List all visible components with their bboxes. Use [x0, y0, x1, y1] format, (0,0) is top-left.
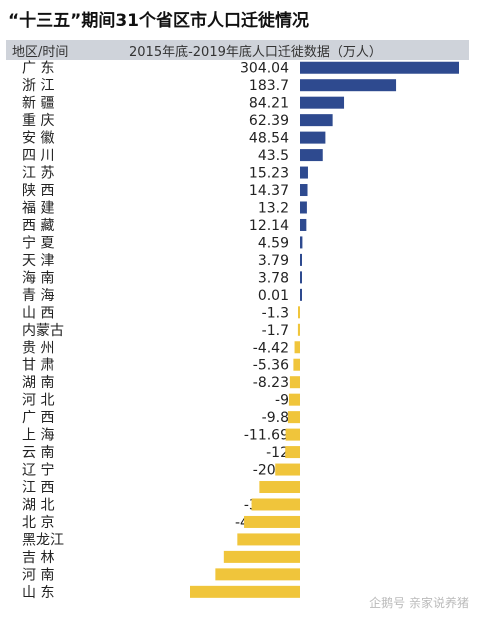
- category-label: 黑龙江: [22, 532, 64, 548]
- category-label: 江 西: [22, 480, 54, 496]
- bar: [300, 201, 307, 214]
- bar: [300, 218, 307, 231]
- category-label: 天 津: [22, 253, 54, 269]
- bar: [259, 481, 300, 494]
- value-label: 14.37: [249, 183, 289, 199]
- value-label: 43.5: [258, 148, 289, 164]
- bar: [300, 236, 303, 249]
- category-label: 陕 西: [22, 183, 54, 199]
- chart-title: “十三五”期间31个省区市人口迁徙情况: [8, 11, 310, 31]
- bar: [300, 131, 326, 144]
- category-label: 青 海: [22, 288, 54, 304]
- category-label: 北 京: [22, 515, 54, 531]
- bar: [300, 288, 302, 301]
- category-label: 广 西: [22, 410, 54, 426]
- category-label: 山 东: [22, 585, 54, 601]
- category-label: 湖 南: [22, 375, 54, 391]
- category-label: 内蒙古: [22, 323, 64, 339]
- category-label: 甘 肃: [22, 358, 54, 374]
- bar: [275, 463, 300, 476]
- category-label: 湖 北: [22, 497, 54, 513]
- value-label: -11.69: [244, 428, 289, 444]
- value-label: 4.59: [258, 235, 289, 251]
- value-label: 183.7: [249, 78, 289, 94]
- value-label: 13.2: [258, 200, 289, 216]
- category-label: 广 东: [22, 61, 54, 77]
- bar: [300, 184, 308, 197]
- bar: [285, 446, 300, 459]
- bar: [294, 341, 300, 354]
- bar: [288, 393, 300, 406]
- bar: [300, 61, 459, 74]
- value-label: -1.7: [262, 323, 289, 339]
- value-label: 48.54: [249, 131, 289, 147]
- watermark: 企鹅号 亲家说养猪: [369, 596, 469, 610]
- value-label: 62.39: [249, 113, 289, 129]
- category-label: 福 建: [22, 200, 54, 216]
- bar: [300, 79, 397, 92]
- category-label: 安 徽: [22, 131, 54, 147]
- category-label: 江 苏: [22, 166, 54, 182]
- region-column-header: 地区/时间: [12, 45, 69, 60]
- value-label: 0.01: [258, 288, 289, 304]
- value-label: -9: [275, 393, 289, 409]
- bar: [251, 498, 300, 511]
- category-label: 上 海: [22, 428, 54, 444]
- bar: [289, 376, 300, 389]
- value-label: -12: [266, 445, 289, 461]
- value-label: -9.8: [262, 410, 289, 426]
- bar: [293, 358, 300, 371]
- category-label: 河 南: [22, 567, 54, 583]
- bar: [244, 515, 300, 528]
- bar: [285, 428, 300, 441]
- category-label: 新 疆: [22, 96, 54, 112]
- bar: [300, 271, 302, 284]
- value-label: 3.78: [258, 270, 289, 286]
- value-label: -8.23: [253, 375, 289, 391]
- bar: [298, 306, 300, 319]
- bar: [300, 96, 345, 109]
- category-label: 海 南: [22, 270, 54, 286]
- bar: [300, 166, 308, 179]
- bar: [287, 411, 300, 424]
- bar: [300, 253, 302, 266]
- category-label: 吉 林: [22, 550, 54, 566]
- value-label: 3.79: [258, 253, 289, 269]
- bar: [215, 568, 300, 581]
- value-label: 15.23: [249, 166, 289, 182]
- value-label: -4.42: [253, 340, 289, 356]
- value-label: 304.04: [240, 61, 289, 77]
- bar: [300, 114, 333, 127]
- bar: [237, 533, 300, 546]
- data-column-header: 2015年底-2019年底人口迁徙数据（万人）: [129, 45, 382, 60]
- category-label: 辽 宁: [22, 462, 54, 479]
- bar: [190, 585, 300, 598]
- value-label: -5.36: [253, 358, 289, 374]
- bar: [300, 149, 323, 162]
- category-label: 贵 州: [22, 340, 54, 356]
- category-label: 河 北: [22, 393, 54, 409]
- category-label: 四 川: [22, 148, 54, 164]
- category-label: 浙 江: [22, 78, 54, 94]
- bar: [297, 323, 300, 336]
- table-header: 地区/时间 2015年底-2019年底人口迁徙数据（万人）: [6, 40, 469, 60]
- category-label: 重 庆: [22, 113, 54, 129]
- bar: [223, 550, 300, 563]
- category-label: 山 西: [22, 305, 54, 321]
- value-label: 84.21: [249, 96, 289, 112]
- category-label: 云 南: [22, 445, 54, 461]
- category-label: 西 藏: [22, 218, 54, 234]
- category-label: 宁 夏: [22, 234, 54, 251]
- value-label: -1.3: [262, 305, 289, 321]
- value-label: 12.14: [249, 218, 289, 234]
